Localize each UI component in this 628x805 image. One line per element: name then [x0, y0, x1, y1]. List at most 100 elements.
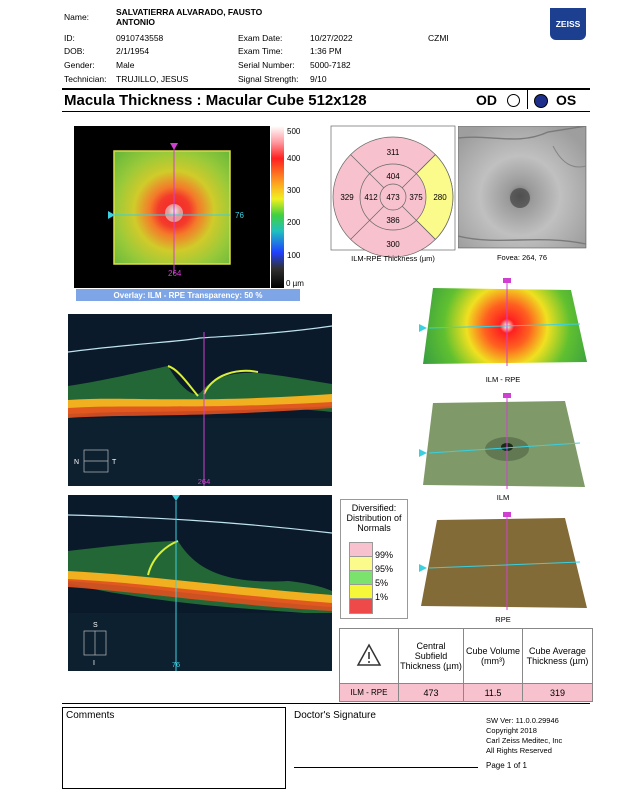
id-label: ID: — [64, 33, 75, 43]
overlay-caption: Overlay: ILM - RPE Transparency: 50 % — [114, 291, 263, 300]
normals-legend: Diversified: Distribution of Normals 99%… — [340, 499, 408, 619]
legend-label-5: 5% — [375, 578, 389, 588]
surface-ilm-rpe: ILM - RPE — [419, 278, 587, 384]
dob-label: DOB: — [64, 46, 85, 56]
col-csft-header: Central Subfield Thickness (µm) — [398, 628, 464, 684]
patient-name: SALVATIERRA ALVARADO, FAUSTO ANTONIO — [116, 7, 263, 27]
center-value: 473 — [386, 193, 400, 202]
comments-label: Comments — [66, 710, 115, 721]
scale-label-200: 200 — [287, 218, 301, 227]
warning-cell — [339, 628, 399, 684]
exam-time-label: Exam Time: — [238, 46, 283, 56]
name-label: Name: — [64, 12, 90, 22]
zeiss-logo-text: ZEISS — [555, 19, 581, 29]
warning-icon — [356, 643, 382, 666]
surface1-label: ILM - RPE — [486, 375, 521, 384]
bscan2-position: 76 — [172, 660, 180, 669]
inner-temporal-value: 375 — [409, 193, 423, 202]
bscan1-dir-right: T — [112, 459, 117, 466]
row-label: ILM - RPE — [339, 683, 399, 702]
legend-label-99: 99% — [375, 550, 394, 560]
surface-ilm: ILM — [419, 393, 585, 502]
outer-inferior-value: 300 — [386, 240, 400, 249]
csft-value: 473 — [398, 683, 464, 702]
signal-strength: 9/10 — [310, 74, 327, 84]
exam-time: 1:36 PM — [310, 46, 342, 56]
technician-label: Technician: — [64, 74, 107, 84]
scale-label-0: 0 µm — [286, 279, 304, 288]
serial-label: Serial Number: — [238, 60, 295, 70]
legend-label-95: 95% — [375, 564, 394, 574]
vertical-scan-marker — [170, 143, 178, 150]
od-radio — [507, 94, 520, 107]
bscan-vertical: 76 S I — [68, 495, 332, 671]
gender-label: Gender: — [64, 60, 95, 70]
patient-gender: Male — [116, 60, 135, 70]
etdrs-grid: 311 300 329 280 404 386 412 375 473 ILM-… — [330, 125, 456, 263]
od-label: OD — [476, 92, 497, 108]
thickness-overlay — [113, 150, 231, 265]
legend-label-1: 1% — [375, 592, 389, 602]
company: Carl Zeiss Meditec, Inc — [486, 736, 563, 745]
bscan1-position: 264 — [198, 477, 211, 486]
patient-dob: 2/1/1954 — [116, 46, 150, 56]
inner-inferior-value: 386 — [386, 216, 400, 225]
legend-swatch-5 — [349, 598, 373, 614]
bscan-horizontal: 264 N T — [68, 314, 332, 486]
zeiss-logo: ZEISS — [550, 8, 586, 40]
col-avg-header: Cube Average Thickness (µm) — [522, 628, 593, 684]
title-bar-bottom-rule — [62, 111, 590, 112]
signature-label: Doctor's Signature — [294, 710, 376, 721]
comments-box: Comments — [62, 707, 286, 789]
bscan2-dir-top: S — [93, 622, 98, 629]
horizontal-scan-marker — [108, 211, 115, 219]
outer-superior-value: 311 — [387, 148, 400, 157]
surface2-label: ILM — [497, 493, 510, 502]
col-volume-header: Cube Volume (mm³) — [463, 628, 523, 684]
color-scale-bar — [271, 126, 284, 288]
copyright: Copyright 2018 — [486, 726, 537, 735]
fundus-photo: Fovea: 264, 76 — [458, 126, 587, 262]
signal-label: Signal Strength: — [238, 74, 299, 84]
fovea-caption: Fovea: 264, 76 — [497, 253, 547, 262]
results-table: Central Subfield Thickness (µm) Cube Vol… — [339, 628, 593, 702]
horizontal-position-label: 76 — [235, 211, 244, 220]
volume-value: 11.5 — [463, 683, 523, 702]
signature-line — [294, 767, 478, 768]
site-code: CZMI — [428, 33, 449, 43]
page-title: Macula Thickness : Macular Cube 512x128 — [64, 92, 367, 109]
inner-nasal-value: 412 — [364, 193, 378, 202]
bscan2-dir-bottom: I — [93, 660, 95, 667]
software-info: SW Ver: 11.0.0.29946 Copyright 2018 Carl… — [486, 716, 562, 756]
os-label: OS — [556, 92, 577, 108]
page-number: Page 1 of 1 — [486, 761, 527, 770]
surface3-label: RPE — [495, 615, 510, 624]
legend-title: Diversified: Distribution of Normals — [346, 503, 402, 533]
scale-label-300: 300 — [287, 186, 301, 195]
overlay-caption-bar — [76, 289, 300, 301]
scale-label-400: 400 — [287, 154, 301, 163]
inner-superior-value: 404 — [386, 172, 400, 181]
vertical-position-label: 264 — [168, 269, 182, 278]
thickness-map-panel: 76 264 500 400 300 200 100 0 µm Overlay:… — [74, 126, 304, 301]
etdrs-caption: ILM-RPE Thickness (µm) — [351, 254, 435, 263]
center-subfield — [379, 183, 407, 211]
software-version: SW Ver: 11.0.0.29946 — [486, 716, 559, 725]
technician-name: TRUJILLO, JESUS — [116, 74, 189, 84]
avg-value: 319 — [522, 683, 593, 702]
scale-label-500: 500 — [287, 127, 301, 136]
exam-date-label: Exam Date: — [238, 33, 283, 43]
outer-nasal-value: 329 — [340, 193, 354, 202]
eye-selector: OD OS — [476, 90, 596, 109]
title-bar-top-rule — [62, 88, 590, 90]
bscan1-dir-left: N — [74, 459, 79, 466]
surface-rpe: RPE — [419, 512, 587, 624]
footer-rule — [62, 703, 590, 704]
eye-divider — [527, 90, 528, 109]
serial-number: 5000-7182 — [310, 60, 351, 70]
scale-label-100: 100 — [287, 251, 301, 260]
os-radio-selected — [534, 94, 548, 108]
rights: All Rights Reserved — [486, 746, 552, 755]
patient-id: 0910743558 — [116, 33, 164, 43]
outer-temporal-value: 280 — [433, 193, 447, 202]
